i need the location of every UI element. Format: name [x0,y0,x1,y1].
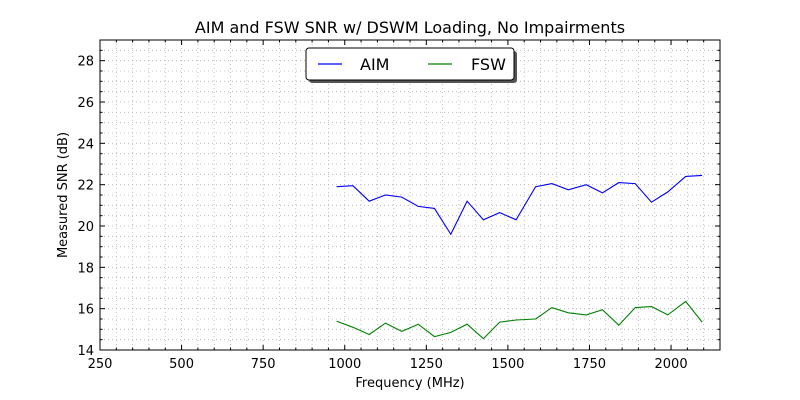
x-tick-label: 1500 [491,357,524,372]
y-tick-label: 16 [77,303,94,318]
plot-frame [99,39,721,351]
x-tick-label: 1750 [573,357,606,372]
y-tick-label: 18 [77,261,94,276]
axis-ticks: 250 500 750 1000 1250 1500 1750 2000 14 16 18 20 22 2… [77,40,720,372]
x-tick-label: 1250 [410,357,443,372]
legend: AIM FSW [305,47,517,83]
y-tick-label: 24 [77,137,94,152]
y-tick-label: 22 [77,179,94,194]
chart-title: AIM and FSW SNR w/ DSWM Loading, No Impa… [195,18,625,37]
y-axis-label: Measured SNR (dB) [56,132,71,258]
legend-label-fsw: FSW [471,55,506,74]
x-tick-label: 1000 [328,357,361,372]
series-line-fsw [336,300,703,340]
x-axis-label: Frequency (MHz) [355,376,464,391]
series-line-aim [336,174,703,236]
legend-label-aim: AIM [360,55,389,74]
y-tick-label: 26 [77,96,94,111]
y-tick-label: 14 [77,344,94,359]
series-lines [336,174,703,340]
x-tick-label: 750 [251,357,276,372]
y-tick-label: 20 [77,220,94,235]
x-tick-label: 2000 [655,357,688,372]
x-tick-label: 250 [88,357,113,372]
y-tick-label: 28 [77,55,94,70]
legend-box [305,47,515,81]
x-tick-label: 500 [169,357,194,372]
grid-lines [100,40,720,350]
